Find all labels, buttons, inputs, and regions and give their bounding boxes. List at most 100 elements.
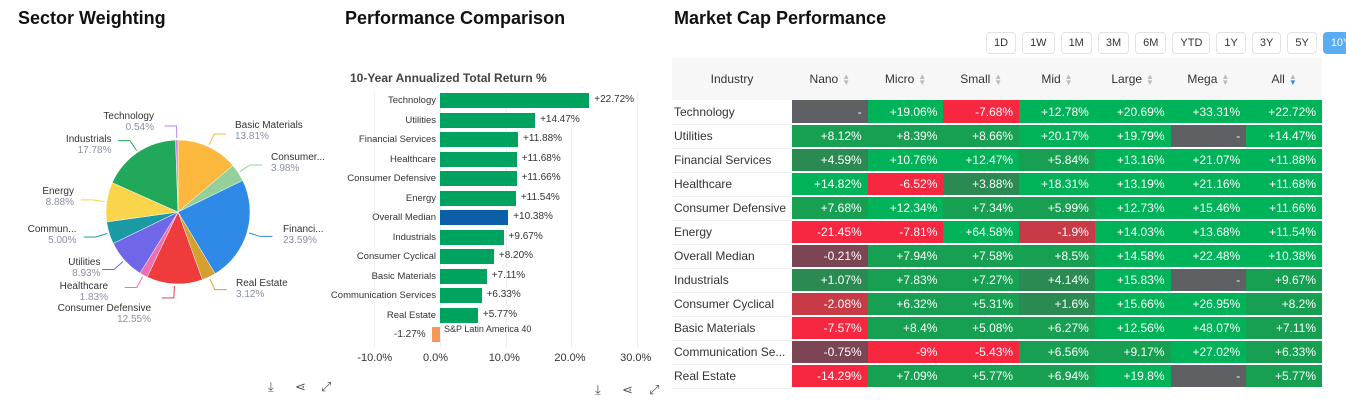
bar[interactable] xyxy=(440,112,536,128)
column-header-industry[interactable]: Industry xyxy=(672,58,792,100)
period-1w[interactable]: 1W xyxy=(1022,32,1055,54)
return-cell: +6.56% xyxy=(1019,340,1095,365)
bar-category-label: Communication Services xyxy=(330,290,436,301)
return-cell: +7.94% xyxy=(867,244,944,269)
table-row[interactable]: Communication Se... -0.75% -9% -5.43% +6.56%… xyxy=(672,340,1322,365)
bar[interactable] xyxy=(440,249,494,264)
return-cell: +8.12% xyxy=(792,124,868,149)
bar[interactable] xyxy=(440,229,504,245)
period-10y[interactable]: 10Y xyxy=(1322,32,1346,54)
bar-category-label: Real Estate xyxy=(386,309,436,321)
bar[interactable] xyxy=(440,190,516,206)
return-cell: -0.75% xyxy=(792,340,868,365)
return-cell: +7.83% xyxy=(867,268,944,293)
bar[interactable] xyxy=(440,151,517,167)
sort-icon[interactable]: ▲ ▼ xyxy=(1064,71,1073,87)
fullscreen-icon[interactable]: ⤢ xyxy=(649,382,660,397)
download-icon[interactable]: ⤓ xyxy=(268,379,274,394)
table-row[interactable]: Technology - +19.06% -7.68% +12.78% +20.69% +3… xyxy=(672,100,1322,125)
pie-label-pct: 8.88% xyxy=(45,197,74,208)
table-row[interactable]: Industrials +1.07% +7.83% +7.27% +4.14% +15.8… xyxy=(672,268,1322,293)
sort-icon[interactable]: ▲ ▼ xyxy=(1288,71,1297,87)
pie-label-pct: 3.12% xyxy=(236,289,265,300)
pie-label-name: Basic Materials xyxy=(235,120,303,131)
pie-leader-line xyxy=(248,232,273,237)
bar[interactable] xyxy=(440,268,487,284)
table-row[interactable]: Overall Median -0.21% +7.94% +7.58% +8.5% +14… xyxy=(672,244,1322,269)
download-icon[interactable]: ⤓ xyxy=(595,382,601,397)
bar[interactable] xyxy=(431,327,440,342)
pie-label-pct: 0.54% xyxy=(125,122,154,133)
table-row[interactable]: Utilities +8.12% +8.39% +8.66% +20.17% +19.79… xyxy=(672,124,1322,149)
share-icon[interactable]: ⋖ xyxy=(295,379,306,394)
x-tick-label: 20.0% xyxy=(554,352,586,364)
column-header-all[interactable]: All ▲ ▼ xyxy=(1246,58,1322,100)
pie-label-name: Healthcare xyxy=(59,281,108,292)
pie-label-pct: 8.93% xyxy=(72,268,101,279)
chart-subtitle: 10-Year Annualized Total Return % xyxy=(350,71,547,85)
period-6m[interactable]: 6M xyxy=(1135,32,1167,54)
column-header-micro[interactable]: Micro ▲ ▼ xyxy=(867,58,944,100)
pie-slice[interactable] xyxy=(175,139,179,213)
share-icon[interactable]: ⋖ xyxy=(622,382,633,397)
pie-label: Consumer... 3.98% xyxy=(271,152,325,174)
pie-slice[interactable] xyxy=(177,180,251,275)
table-row[interactable]: Consumer Cyclical -2.08% +6.32% +5.31% +1.6%… xyxy=(672,292,1322,317)
sort-icon[interactable]: ▲ ▼ xyxy=(994,71,1003,87)
period-3m[interactable]: 3M xyxy=(1097,32,1130,54)
fullscreen-icon[interactable]: ⤢ xyxy=(321,379,332,394)
return-cell: +19.06% xyxy=(867,100,944,125)
return-cell: +15.66% xyxy=(1094,292,1171,317)
period-ytd[interactable]: YTD xyxy=(1172,32,1211,54)
period-1d[interactable]: 1D xyxy=(986,32,1017,54)
return-cell: -14.29% xyxy=(792,364,868,389)
bar[interactable] xyxy=(440,132,519,147)
bar[interactable] xyxy=(440,307,478,323)
industry-name: Utilities xyxy=(672,124,792,149)
period-3y[interactable]: 3Y xyxy=(1251,32,1282,54)
table-row[interactable]: Financial Services +4.59% +10.76% +12.47% +5… xyxy=(672,148,1322,173)
bar-category-label: Energy xyxy=(405,192,436,204)
sort-icon[interactable]: ▲ ▼ xyxy=(918,71,927,87)
pie-label: Energy 8.88% xyxy=(42,186,74,208)
table-row[interactable]: Basic Materials -7.57% +8.4% +5.08% +6.27% +1… xyxy=(672,316,1322,341)
table-row[interactable]: Energy -21.45% -7.81% +64.58% -1.9% +14.03% +1… xyxy=(672,220,1322,245)
return-cell: +7.27% xyxy=(943,268,1020,293)
sort-icon[interactable]: ▲ ▼ xyxy=(1146,71,1154,87)
sort-icon[interactable]: ▲ ▼ xyxy=(1221,71,1230,87)
sort-icon[interactable]: ▲ ▼ xyxy=(842,71,851,87)
bar-category-label: Consumer Cyclical xyxy=(356,251,436,262)
return-cell: +27.02% xyxy=(1170,340,1247,365)
column-header-mid[interactable]: Mid ▲ ▼ xyxy=(1019,58,1095,100)
column-header-large[interactable]: Large ▲ ▼ xyxy=(1094,58,1171,100)
return-cell: +9.67% xyxy=(1246,268,1322,293)
period-5y[interactable]: 5Y xyxy=(1287,32,1317,54)
table-row[interactable]: Consumer Defensive +7.68% +12.34% +7.34% +5.… xyxy=(672,196,1322,221)
return-cell: +5.08% xyxy=(943,316,1020,341)
return-cell: +7.11% xyxy=(1246,316,1322,341)
column-header-nano[interactable]: Nano ▲ ▼ xyxy=(792,58,868,100)
bar[interactable] xyxy=(440,93,590,108)
pie-label: Healthcare 1.83% xyxy=(60,281,108,303)
column-header-mega[interactable]: Mega ▲ ▼ xyxy=(1170,58,1247,100)
bar[interactable] xyxy=(440,210,509,225)
header-label: Small xyxy=(960,72,991,86)
pie-slice[interactable] xyxy=(146,211,203,285)
table-row[interactable]: Real Estate -14.29% +7.09% +5.77% +6.94% +19.… xyxy=(672,364,1322,389)
pie-slice[interactable] xyxy=(177,139,234,213)
pie-label: Basic Materials 13.81% xyxy=(235,120,303,142)
table-row[interactable]: Healthcare +14.82% -6.52% +3.88% +18.31% +13.… xyxy=(672,172,1322,197)
bar[interactable] xyxy=(440,288,482,303)
column-header-small[interactable]: Small ▲ ▼ xyxy=(943,58,1020,100)
return-cell: +15.83% xyxy=(1094,268,1171,293)
return-cell: +19.8% xyxy=(1094,364,1171,389)
pie-slice[interactable] xyxy=(111,139,179,213)
period-1m[interactable]: 1M xyxy=(1060,32,1092,54)
header-label: Mega xyxy=(1187,72,1218,86)
period-1y[interactable]: 1Y xyxy=(1216,32,1246,54)
pie-label-name: Consumer Defensive xyxy=(57,303,151,314)
bar[interactable] xyxy=(440,171,517,186)
return-cell: +5.84% xyxy=(1019,148,1095,173)
header-label: All xyxy=(1271,72,1285,86)
pie-label-pct: 3.98% xyxy=(271,163,300,174)
